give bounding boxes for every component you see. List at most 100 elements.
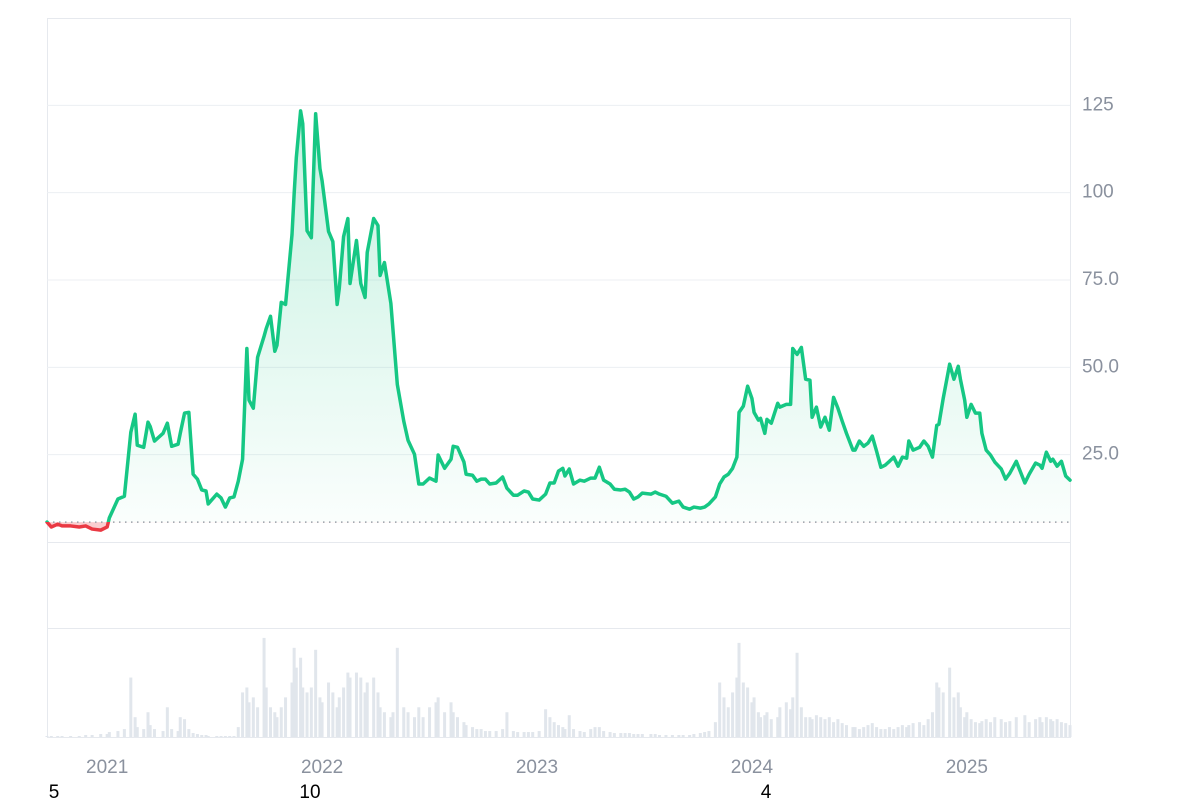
volume-bar bbox=[907, 725, 911, 737]
volume-bar bbox=[178, 717, 182, 737]
volume-bar bbox=[752, 697, 756, 737]
volume-bar bbox=[337, 697, 341, 737]
volume-bar bbox=[354, 672, 358, 737]
volume-bar bbox=[883, 729, 887, 737]
volume-bar bbox=[273, 712, 277, 737]
volume-bar bbox=[892, 729, 896, 737]
volume-bar bbox=[965, 712, 969, 737]
volume-bar bbox=[993, 717, 997, 737]
volume-bar bbox=[563, 729, 567, 737]
volume-bar bbox=[658, 735, 662, 737]
volume-bar bbox=[84, 735, 88, 737]
volume-bar bbox=[183, 719, 187, 737]
grid-layer bbox=[47, 104, 1070, 456]
footer-label: 10 bbox=[299, 782, 320, 800]
volume-bar bbox=[1023, 715, 1027, 737]
volume-bar bbox=[827, 717, 831, 737]
volume-bar bbox=[511, 731, 515, 737]
volume-bar bbox=[718, 682, 722, 737]
volume-bar bbox=[776, 717, 780, 737]
volume-bar bbox=[294, 667, 298, 737]
volume-bar bbox=[911, 723, 915, 737]
volume-bar bbox=[455, 717, 459, 737]
volume-bar bbox=[851, 727, 855, 737]
volume-bar bbox=[640, 734, 644, 737]
volume-bar bbox=[299, 657, 303, 737]
volume-bar bbox=[778, 707, 782, 737]
volume-bar bbox=[376, 692, 380, 737]
volume-bar bbox=[251, 697, 255, 737]
volume-bar bbox=[926, 719, 930, 737]
volume-bar bbox=[612, 733, 616, 737]
volume-bar bbox=[608, 732, 612, 737]
volume-bar bbox=[449, 702, 453, 737]
volume-bar bbox=[391, 712, 395, 737]
volume-bar bbox=[45, 736, 49, 737]
volume-bar bbox=[314, 649, 318, 737]
volume-bar bbox=[348, 677, 352, 737]
volume-bar bbox=[1044, 717, 1048, 737]
volume-bar bbox=[494, 731, 498, 737]
volume-bar bbox=[623, 733, 627, 737]
x-tick-label: 2022 bbox=[301, 757, 343, 778]
volume-bar bbox=[331, 692, 335, 737]
volume-bar bbox=[146, 712, 150, 737]
y-tick-label: 50.0 bbox=[1082, 356, 1119, 377]
volume-bar bbox=[789, 709, 793, 737]
volume-bar bbox=[707, 731, 711, 737]
volume-bar bbox=[589, 729, 593, 737]
volume-bar bbox=[301, 687, 305, 737]
volume-bar bbox=[152, 729, 156, 737]
volume-bar bbox=[402, 707, 406, 737]
volume-bar bbox=[471, 727, 475, 737]
volume-bar bbox=[875, 727, 879, 737]
volume-bar bbox=[135, 727, 139, 737]
volume-bar bbox=[935, 682, 939, 737]
volume-bar bbox=[406, 712, 410, 737]
volume-bar bbox=[165, 707, 169, 737]
volume-bar bbox=[664, 735, 668, 737]
volume-bar bbox=[999, 719, 1003, 737]
volume-bar bbox=[653, 734, 657, 737]
volume-bar bbox=[105, 734, 109, 737]
volume-bar bbox=[984, 719, 988, 737]
volume-bar bbox=[896, 727, 900, 737]
volume-bar bbox=[187, 729, 191, 737]
volume-bar bbox=[713, 722, 717, 737]
volume-bar bbox=[505, 712, 509, 737]
volume-bar bbox=[395, 647, 399, 737]
volume-bar bbox=[836, 719, 840, 737]
volume-bar bbox=[413, 717, 417, 737]
volume-bar bbox=[840, 723, 844, 737]
volume-bar bbox=[279, 707, 283, 737]
x-tick-label: 2021 bbox=[86, 757, 128, 778]
volume-bar bbox=[148, 725, 152, 737]
volume-bar bbox=[245, 687, 249, 737]
volume-bar bbox=[60, 736, 64, 737]
volume-bar bbox=[161, 731, 165, 737]
volume-bar bbox=[69, 736, 73, 737]
volume-bar bbox=[853, 727, 857, 737]
volume-bar bbox=[262, 637, 266, 737]
volume-bar bbox=[692, 734, 696, 737]
volume-bar bbox=[844, 725, 848, 737]
volume-bar bbox=[958, 707, 962, 737]
volume-bar bbox=[421, 717, 425, 737]
volume-bar bbox=[1055, 719, 1059, 737]
volume-bar bbox=[462, 722, 466, 737]
volume-bar bbox=[784, 702, 788, 737]
volume-bar bbox=[597, 727, 601, 737]
volume-bar bbox=[443, 712, 447, 737]
volume-bar bbox=[870, 723, 874, 737]
volume-bar bbox=[548, 717, 552, 737]
volume-bar bbox=[1027, 722, 1031, 737]
volume-bar bbox=[176, 731, 180, 737]
volume-bar bbox=[531, 732, 535, 737]
volume-bar bbox=[522, 732, 526, 737]
volume-bar bbox=[170, 729, 174, 737]
footer-label: 4 bbox=[761, 782, 772, 800]
volume-bar bbox=[129, 677, 133, 737]
volume-bar bbox=[578, 731, 582, 737]
volume-bar bbox=[241, 692, 245, 737]
y-tick-label: 125 bbox=[1082, 94, 1114, 115]
